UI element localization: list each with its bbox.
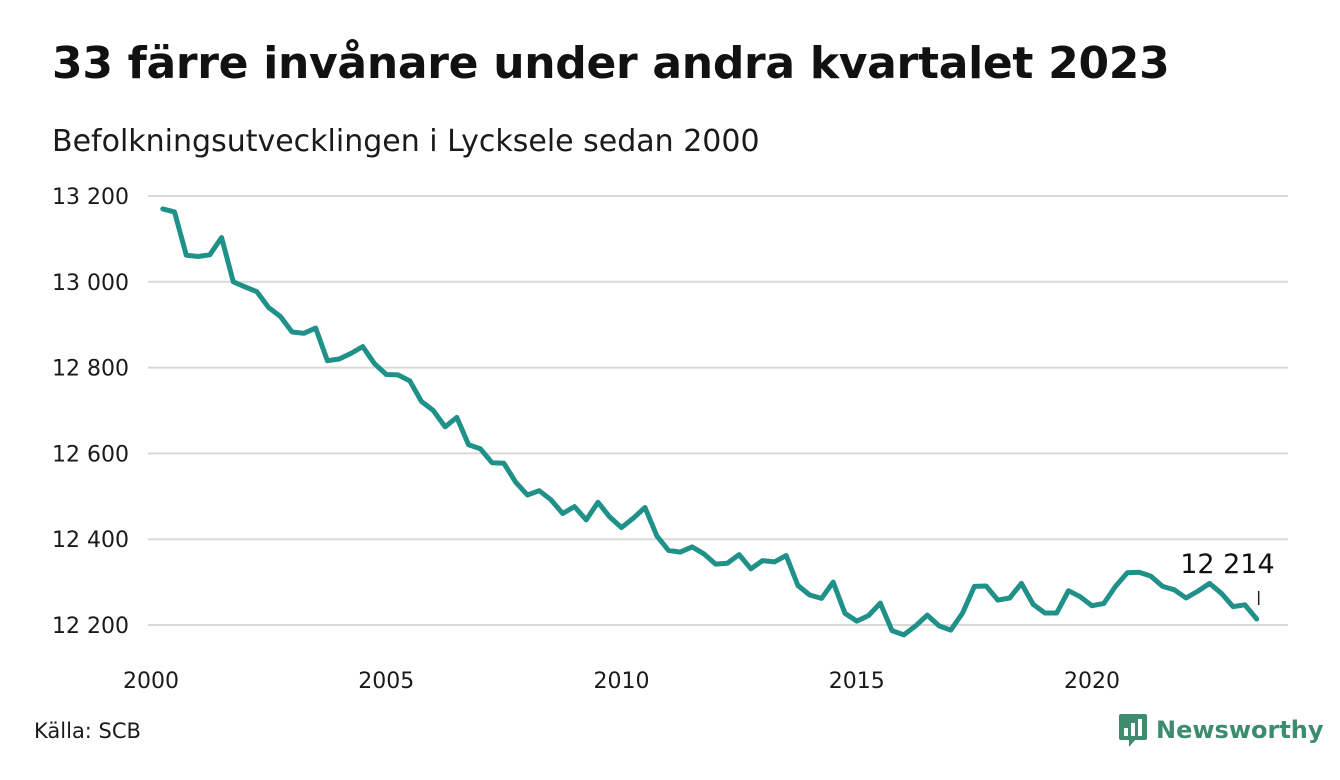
chart-title: 33 färre invånare under andra kvartalet …: [52, 38, 1170, 89]
x-tick-label: 2010: [594, 669, 650, 694]
newsworthy-logo-icon: [1119, 714, 1147, 747]
x-tick-label: 2015: [829, 669, 885, 694]
x-tick-label: 2020: [1064, 669, 1120, 694]
line-chart: 12 200 12 400 12 600 12 800 13 000 13 200 200…: [52, 185, 1288, 694]
y-tick-label: 12 600: [52, 442, 129, 467]
end-annotation: 12 214: [1180, 549, 1275, 605]
x-tick-label: 2005: [358, 669, 414, 694]
end-value-label: 12 214: [1180, 549, 1274, 580]
y-tick-label: 12 800: [52, 357, 129, 382]
brand-logo: Newsworthy: [1118, 712, 1324, 748]
chart-subtitle: Befolkningsutvecklingen i Lycksele sedan…: [52, 124, 760, 159]
brand-name: Newsworthy: [1156, 716, 1324, 744]
gridlines: [148, 195, 1288, 626]
series-line: [160, 206, 1260, 638]
y-tick-label: 13 200: [52, 185, 129, 210]
y-tick-label: 12 200: [52, 614, 129, 639]
y-axis-tick-labels: 12 200 12 400 12 600 12 800 13 000 13 200: [52, 185, 129, 639]
x-tick-label: 2000: [123, 669, 179, 694]
source-note: Källa: SCB: [34, 719, 141, 743]
series-layer: [160, 206, 1260, 638]
y-tick-label: 12 400: [52, 528, 129, 553]
y-tick-label: 13 000: [52, 271, 129, 296]
x-axis-tick-labels: 2000 2005 2010 2015 2020: [123, 669, 1120, 694]
